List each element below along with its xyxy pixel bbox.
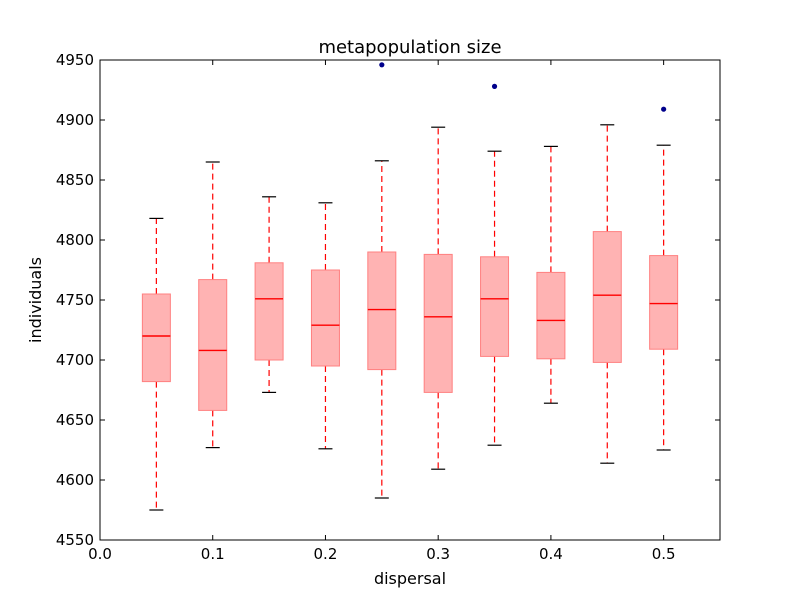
y-tick-label: 4650 [56,411,94,429]
box-group [649,106,679,451]
box-group [141,217,171,511]
y-tick-label: 4950 [56,51,94,69]
y-tick-label: 4550 [56,531,94,549]
outlier-point [661,106,667,112]
box [423,253,453,393]
box-group [310,202,340,450]
x-axis-label: dispersal [374,569,446,588]
box [198,279,228,411]
outlier-point [491,83,498,89]
box-group [536,145,566,404]
y-tick-label: 4750 [56,291,94,309]
y-tick-label: 4700 [56,351,94,369]
y-tick-label: 4850 [56,171,94,189]
box [310,269,340,367]
x-tick-label: 0.5 [652,545,676,563]
box [649,255,679,350]
chart-title: metapopulation size [318,37,501,58]
plot-frame [99,59,721,541]
box [480,256,510,357]
x-tick-label: 0.4 [539,545,563,563]
y-tick-label: 4900 [56,111,94,129]
x-tick-label: 0.0 [88,545,112,563]
box [536,271,566,360]
x-tick-label: 0.1 [201,545,225,563]
outlier-point [379,62,385,68]
y-tick-label: 4600 [56,471,94,489]
y-tick-label: 4800 [56,231,94,249]
plot-marks [141,62,679,511]
box-group [480,83,510,446]
box [592,231,622,363]
box-group [367,62,397,499]
x-tick-label: 0.2 [314,545,338,563]
box-group [592,124,622,464]
axis-ticks: 0.0 0.1 0.2 0.3 0.4 0.5 4550 4600 4650 4700 4750 48… [56,51,720,563]
box [254,262,284,361]
x-tick-label: 0.3 [426,545,450,563]
box [367,251,397,371]
y-axis-label: individuals [26,257,45,343]
box-group [254,196,284,393]
box [141,293,171,383]
box-group [198,161,228,449]
box-group [423,126,453,470]
